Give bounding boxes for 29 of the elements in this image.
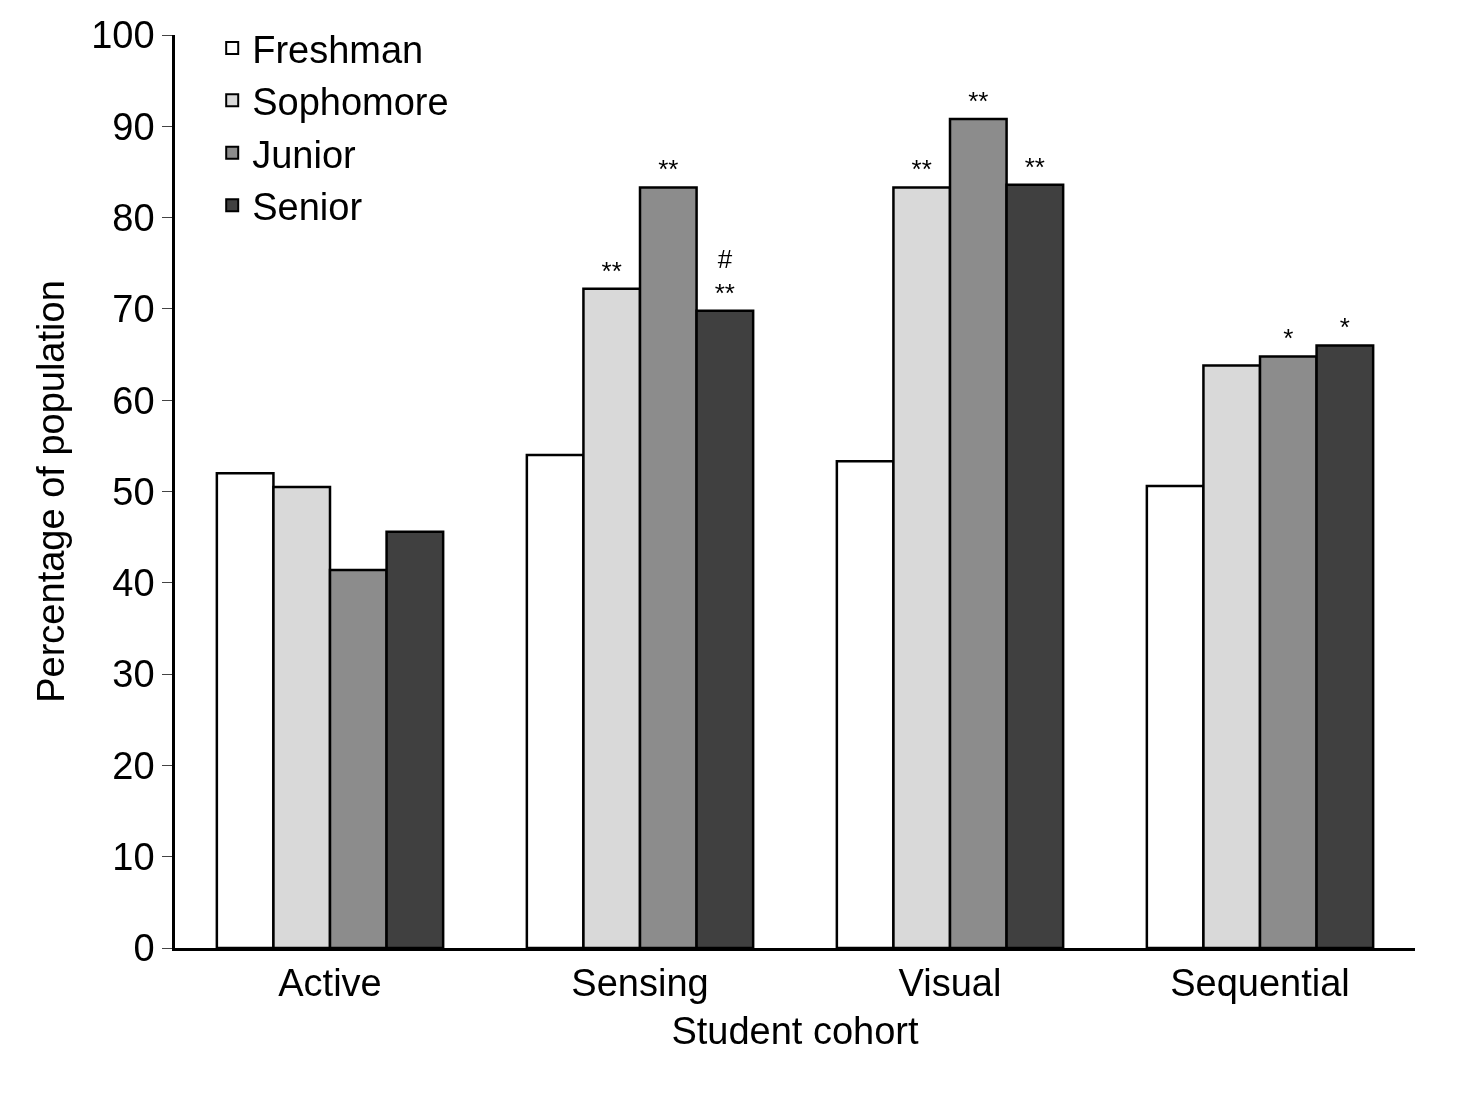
data-label: *: [1283, 323, 1294, 354]
y-axis-title: Percentage of population: [30, 280, 73, 703]
y-tick-label: 30: [112, 653, 155, 696]
y-tick-label: 80: [112, 196, 155, 239]
data-label: **: [1024, 151, 1045, 182]
x-tick-label: Active: [278, 962, 382, 1005]
legend-label: Junior: [252, 133, 357, 176]
y-tick-label: 10: [112, 836, 155, 878]
y-tick-label: 0: [133, 927, 155, 970]
data-label: **: [968, 86, 989, 116]
x-axis-title: Student cohort: [671, 1010, 920, 1053]
data-label: **: [911, 154, 932, 185]
legend-label: Freshman: [252, 28, 424, 71]
data-label: **: [658, 154, 679, 185]
y-tick-label: 90: [112, 105, 155, 148]
y-tick-label: 70: [112, 288, 155, 331]
legend-label: Sophomore: [252, 81, 449, 124]
x-tick-label: Sequential: [1170, 962, 1350, 1005]
data-label: # **: [714, 243, 735, 308]
y-tick-label: 100: [91, 14, 155, 57]
y-tick-label: 60: [112, 379, 155, 422]
legend-label: Senior: [252, 185, 363, 228]
y-tick-label: 50: [112, 470, 155, 513]
x-tick-label: Sensing: [571, 962, 709, 1005]
x-tick-label: Visual: [898, 962, 1002, 1005]
data-label: **: [601, 255, 622, 286]
y-tick-label: 40: [112, 562, 155, 605]
data-label: *: [1339, 312, 1350, 343]
y-tick-label: 20: [112, 744, 155, 787]
